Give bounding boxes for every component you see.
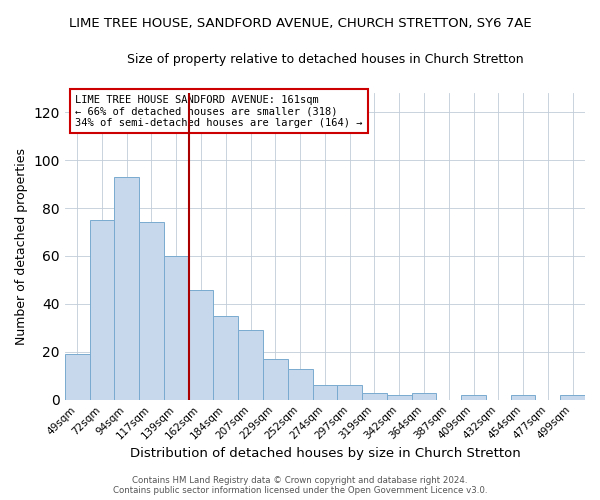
Y-axis label: Number of detached properties: Number of detached properties [15, 148, 28, 345]
X-axis label: Distribution of detached houses by size in Church Stretton: Distribution of detached houses by size … [130, 447, 520, 460]
Bar [263, 359, 288, 400]
Bar [139, 222, 164, 400]
Bar [511, 395, 535, 400]
Title: Size of property relative to detached houses in Church Stretton: Size of property relative to detached ho… [127, 52, 523, 66]
Text: Contains HM Land Registry data © Crown copyright and database right 2024.
Contai: Contains HM Land Registry data © Crown c… [113, 476, 487, 495]
Bar [288, 368, 313, 400]
Bar [461, 395, 486, 400]
Bar [89, 220, 115, 400]
Bar [238, 330, 263, 400]
Bar [362, 392, 387, 400]
Text: LIME TREE HOUSE SANDFORD AVENUE: 161sqm
← 66% of detached houses are smaller (31: LIME TREE HOUSE SANDFORD AVENUE: 161sqm … [75, 94, 362, 128]
Text: LIME TREE HOUSE, SANDFORD AVENUE, CHURCH STRETTON, SY6 7AE: LIME TREE HOUSE, SANDFORD AVENUE, CHURCH… [68, 18, 532, 30]
Bar [65, 354, 89, 400]
Bar [337, 386, 362, 400]
Bar [188, 290, 214, 400]
Bar [313, 386, 337, 400]
Bar [164, 256, 188, 400]
Bar [560, 395, 585, 400]
Bar [412, 392, 436, 400]
Bar [387, 395, 412, 400]
Bar [115, 177, 139, 400]
Bar [214, 316, 238, 400]
